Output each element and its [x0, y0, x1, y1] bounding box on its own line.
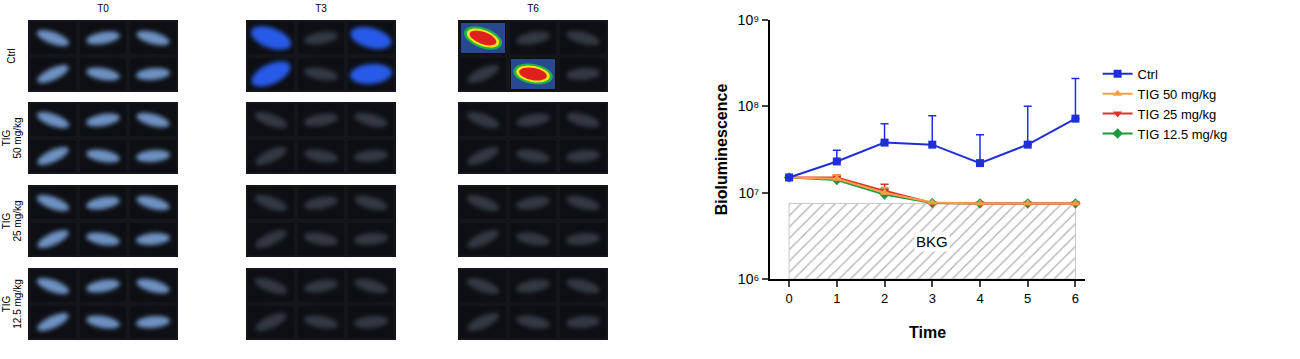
- svg-text:6: 6: [1072, 291, 1079, 306]
- svg-text:BKG: BKG: [916, 233, 948, 250]
- svg-text:T0: T0: [97, 3, 109, 14]
- svg-text:10⁶: 10⁶: [738, 271, 759, 287]
- svg-text:TIG25 mg/kg: TIG25 mg/kg: [1, 200, 23, 241]
- svg-text:10⁸: 10⁸: [738, 98, 760, 114]
- svg-text:Ctrl: Ctrl: [1138, 67, 1158, 82]
- svg-text:Ctrl: Ctrl: [6, 48, 17, 64]
- svg-text:TIG12.5 mg/kg: TIG12.5 mg/kg: [1, 279, 23, 328]
- svg-text:10⁹: 10⁹: [738, 12, 760, 28]
- svg-text:10⁷: 10⁷: [739, 185, 760, 201]
- svg-text:TIG 12.5 mg/kg: TIG 12.5 mg/kg: [1138, 127, 1228, 142]
- svg-text:5: 5: [1024, 291, 1031, 306]
- svg-text:TIG50 mg/kg: TIG50 mg/kg: [1, 117, 23, 158]
- svg-text:2: 2: [881, 291, 888, 306]
- svg-text:1: 1: [833, 291, 840, 306]
- svg-text:Bioluminescence: Bioluminescence: [713, 84, 730, 216]
- svg-text:TIG 50 mg/kg: TIG 50 mg/kg: [1138, 87, 1217, 102]
- svg-text:Time: Time: [909, 324, 946, 341]
- svg-text:T3: T3: [315, 3, 327, 14]
- svg-text:0: 0: [785, 291, 792, 306]
- svg-text:TIG 25 mg/kg: TIG 25 mg/kg: [1138, 107, 1217, 122]
- svg-text:4: 4: [976, 291, 983, 306]
- svg-text:3: 3: [929, 291, 936, 306]
- svg-text:T6: T6: [527, 3, 539, 14]
